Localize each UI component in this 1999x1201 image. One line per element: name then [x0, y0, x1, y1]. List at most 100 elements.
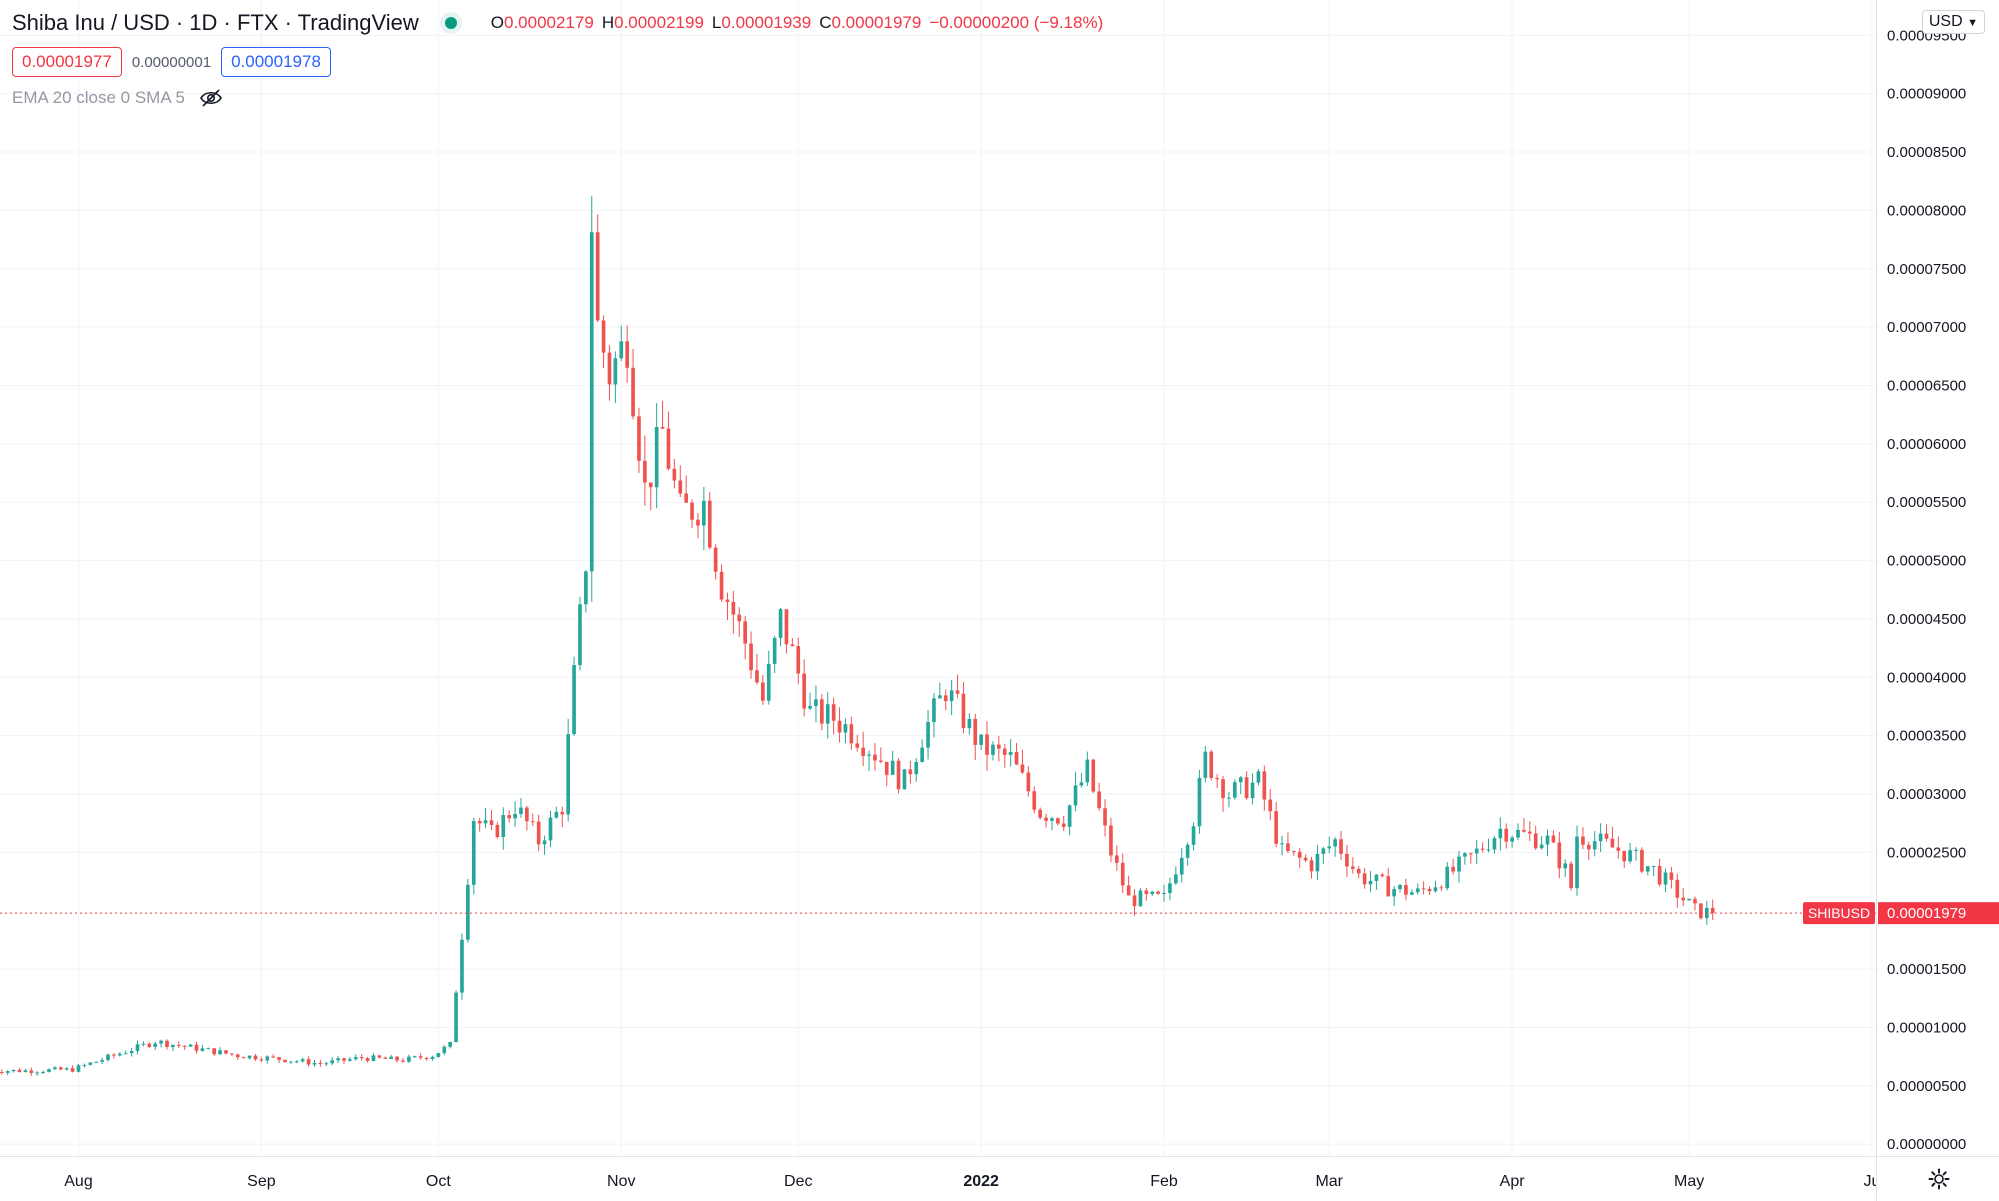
candle-body: [1079, 782, 1084, 786]
candle: [737, 607, 742, 637]
indicator-label[interactable]: EMA 20 close 0 SMA 5: [12, 88, 185, 107]
candle-body: [1008, 752, 1013, 755]
candle-body: [731, 601, 736, 615]
candle-body: [631, 367, 635, 417]
candle-body: [855, 743, 860, 748]
candle: [1168, 877, 1172, 901]
eye-off-icon[interactable]: [199, 88, 223, 108]
candle-body: [861, 747, 865, 756]
candle-body: [1663, 872, 1668, 885]
time-axis[interactable]: Aug Sep Oct Nov Dec 2022 Feb Mar Apr May Ju: [0, 1156, 1876, 1201]
candle: [525, 805, 529, 831]
candle-body: [188, 1044, 193, 1047]
candle-body: [1274, 811, 1278, 844]
sell-button[interactable]: 0.00001977: [12, 47, 122, 77]
candle-body: [1586, 844, 1591, 850]
candle-body: [967, 718, 972, 729]
candle-body: [1032, 791, 1037, 810]
candle-body: [802, 673, 806, 709]
candle-body: [825, 704, 830, 724]
candle-body: [1522, 829, 1526, 832]
candle: [171, 1044, 175, 1052]
candle: [1533, 825, 1538, 850]
candle: [1681, 888, 1686, 907]
currency-button[interactable]: USD ▼: [1921, 10, 1985, 34]
candle: [1103, 799, 1107, 837]
candle-body: [230, 1053, 234, 1055]
candle-body: [849, 724, 854, 744]
candle: [1091, 758, 1096, 794]
candle: [294, 1060, 299, 1064]
chart-area[interactable]: SHIBUSD: [0, 0, 1876, 1156]
candle-body: [1120, 862, 1125, 886]
candle-body: [300, 1059, 305, 1062]
candle: [932, 693, 936, 738]
price-tick-label: 0.00003000: [1887, 786, 1966, 803]
candle: [277, 1056, 281, 1063]
candle: [613, 351, 618, 403]
candle: [1191, 822, 1196, 851]
time-tick-label: Apr: [1500, 1173, 1526, 1190]
candle: [312, 1059, 317, 1067]
candle: [241, 1056, 246, 1059]
candle-body: [448, 1042, 453, 1047]
candle-body: [890, 760, 895, 775]
candle: [389, 1054, 394, 1060]
candle: [1468, 852, 1473, 864]
candle: [548, 810, 553, 848]
candle: [589, 195, 594, 602]
candle-body: [1604, 833, 1609, 839]
candle-body: [1179, 857, 1184, 875]
candle: [1315, 844, 1320, 880]
candle-body: [1339, 839, 1343, 854]
price-axis[interactable]: 0.00009500 0.00009000 0.00008500 0.00008000…: [1876, 0, 1999, 1156]
candle: [117, 1052, 122, 1057]
buy-button[interactable]: 0.00001978: [221, 47, 331, 77]
candle: [879, 747, 883, 764]
price-tick-label: 0.00007000: [1887, 319, 1966, 336]
candle-body: [1492, 838, 1497, 850]
candle-body: [743, 621, 747, 644]
candle: [637, 407, 641, 474]
price-tick-label: 0.00006500: [1887, 377, 1966, 394]
candle-body: [82, 1064, 87, 1066]
candle: [460, 933, 464, 1000]
candle: [938, 682, 942, 699]
candle-body: [1533, 833, 1538, 849]
candle-body: [1610, 838, 1615, 848]
candle-body: [519, 807, 523, 814]
chart-settings-button[interactable]: [1876, 1156, 1999, 1201]
candle: [660, 400, 665, 430]
candle-body: [755, 670, 759, 683]
candle-body: [58, 1067, 63, 1070]
low-label: L: [711, 13, 722, 32]
candle: [224, 1050, 228, 1055]
candle: [1061, 815, 1066, 832]
price-tick-label: 0.00006000: [1887, 436, 1966, 453]
candle: [176, 1041, 181, 1049]
candle-body: [560, 811, 565, 815]
time-tick-label: Mar: [1315, 1173, 1343, 1190]
candle-body: [377, 1055, 382, 1058]
candle-body: [1439, 887, 1444, 889]
candle: [1227, 791, 1231, 808]
candle: [165, 1039, 169, 1050]
candle-body: [991, 744, 995, 755]
candle: [766, 650, 771, 705]
candle: [1221, 775, 1225, 812]
candle-body: [1545, 835, 1550, 845]
chart-svg[interactable]: SHIBUSD: [0, 0, 1876, 1156]
candle: [153, 1041, 158, 1050]
candle: [407, 1054, 411, 1064]
candle: [666, 411, 671, 471]
candle: [1350, 857, 1355, 874]
symbol-title[interactable]: Shiba Inu / USD · 1D · FTX · TradingView: [12, 10, 419, 35]
candle: [530, 813, 535, 826]
candle-body: [507, 815, 512, 819]
candle-body: [707, 500, 712, 548]
candle-body: [106, 1054, 110, 1060]
candle-body: [100, 1059, 104, 1062]
price-tick-label: 0.00005500: [1887, 494, 1966, 511]
candle-body: [1710, 907, 1715, 914]
candle-body: [29, 1070, 34, 1074]
